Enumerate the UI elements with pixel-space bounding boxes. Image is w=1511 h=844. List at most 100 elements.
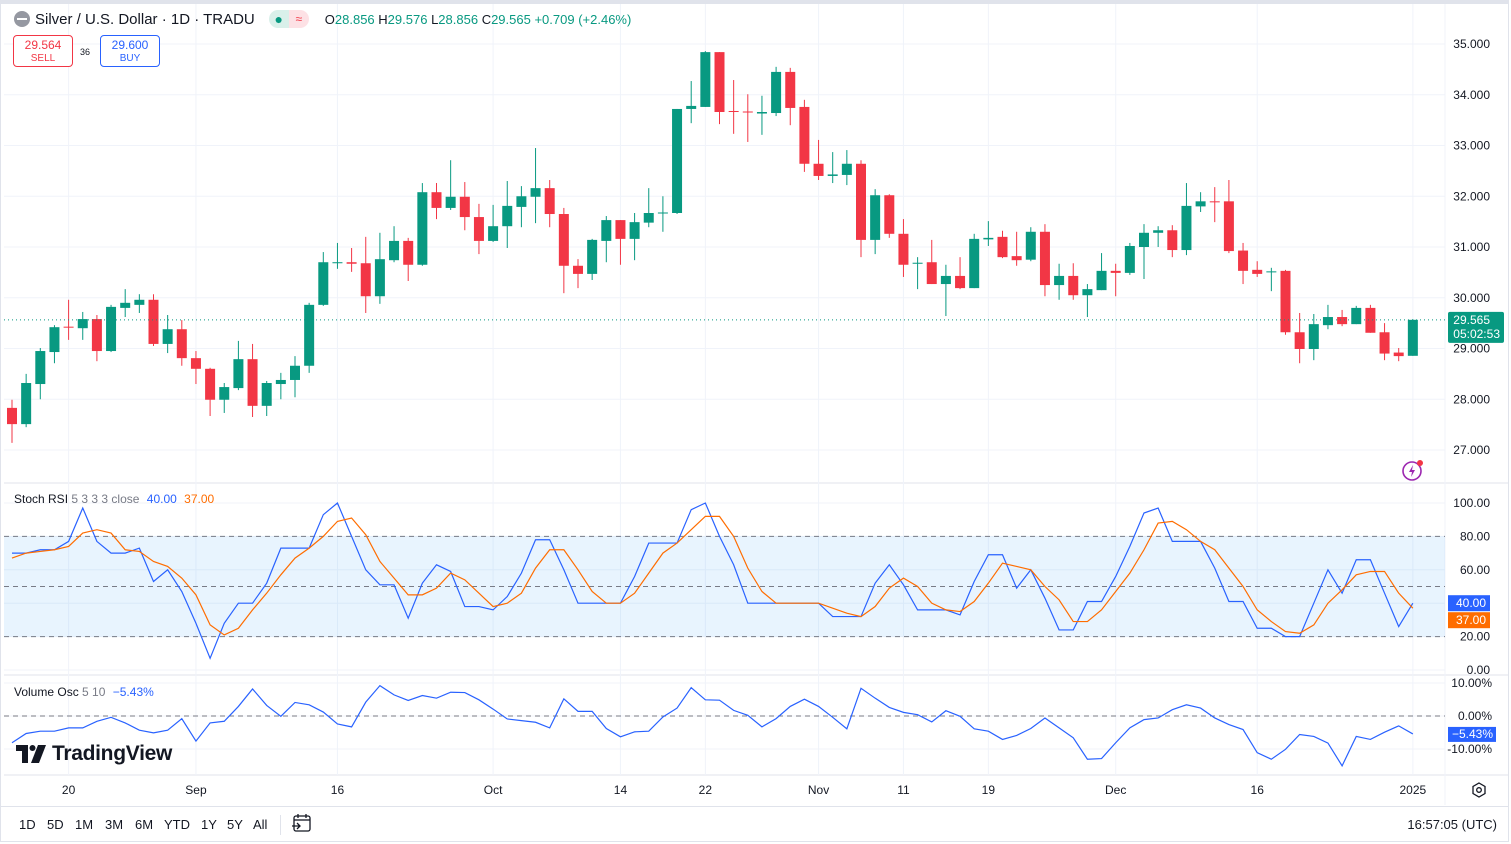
candle <box>544 180 555 228</box>
candle-body <box>91 319 102 352</box>
candle <box>162 315 173 354</box>
vol-axis-label: 0.00% <box>1458 709 1492 723</box>
candle-body <box>1280 270 1291 333</box>
candle <box>1266 267 1277 292</box>
symbol-title[interactable]: Silver / U.S. Dollar · 1D · TRADU <box>35 10 255 28</box>
candle <box>1365 304 1376 333</box>
candle-body <box>997 236 1008 258</box>
candle-body <box>1308 324 1319 350</box>
market-status[interactable]: ● ≈ <box>268 10 309 28</box>
buy-button[interactable]: 29.600 BUY <box>100 35 160 67</box>
high-value: 29.576 <box>387 11 428 27</box>
candle-body <box>841 163 852 175</box>
candle-body <box>700 52 711 107</box>
candle <box>969 233 980 289</box>
range-6m[interactable]: 6M <box>135 817 154 832</box>
range-5d[interactable]: 5D <box>47 817 64 832</box>
candle <box>290 356 300 398</box>
candle-body <box>1322 317 1333 326</box>
candle-body <box>148 299 159 344</box>
time-axis-label: 11 <box>897 783 910 797</box>
candle <box>686 81 697 124</box>
candle-body <box>1025 231 1036 260</box>
utc-clock[interactable]: 16:57:05 (UTC) <box>1407 817 1497 832</box>
last-price-badge <box>1448 311 1504 343</box>
tradingview-logo[interactable]: TradingView <box>16 742 172 766</box>
candle <box>1351 305 1362 325</box>
candle <box>1379 323 1390 361</box>
candle-body <box>431 192 442 208</box>
sell-button[interactable]: 29.564 SELL <box>13 35 73 67</box>
tradingview-logo-icon <box>16 745 46 763</box>
candle-body <box>205 368 216 400</box>
market-open-dot-icon: ● <box>268 10 289 28</box>
stoch-d-badge <box>1448 612 1490 629</box>
tradingview-logo-text: TradingView <box>52 742 173 765</box>
candle-body <box>870 195 881 240</box>
vol-axis-label: -10.00% <box>1447 742 1492 756</box>
time-axis-label: Sep <box>185 783 207 797</box>
time-axis-label: 19 <box>982 783 996 797</box>
go-to-date-calendar-icon[interactable] <box>291 813 313 833</box>
candle-body <box>1337 317 1348 325</box>
close-label: C <box>481 11 492 27</box>
lightning-alert-icon[interactable] <box>1401 458 1425 482</box>
candle <box>1124 242 1135 275</box>
price-axis-label: 30.000 <box>1453 291 1490 305</box>
candle <box>417 183 428 266</box>
candle <box>219 383 230 413</box>
candle-body <box>1365 307 1376 333</box>
candle-body <box>530 188 541 197</box>
candle <box>233 340 244 391</box>
time-axis-label: 16 <box>1251 783 1265 797</box>
candle <box>35 347 46 400</box>
sell-label: SELL <box>30 53 56 64</box>
silver-symbol-icon <box>14 11 30 27</box>
range-5y[interactable]: 5Y <box>227 817 243 832</box>
candle-body <box>756 112 767 114</box>
toolbar-divider <box>280 815 281 835</box>
candle <box>799 99 810 172</box>
stoch-rsi-legend[interactable]: Stoch RSI 5 3 3 3 close 40.00 37.00 <box>14 492 214 506</box>
range-1y[interactable]: 1Y <box>201 817 217 832</box>
stoch-axis-label: 20.00 <box>1460 630 1490 644</box>
candle <box>346 248 357 272</box>
stoch-axis-label: 60.00 <box>1460 563 1490 577</box>
range-all[interactable]: All <box>253 817 268 832</box>
candle <box>1011 231 1022 266</box>
stoch-name: Stoch RSI <box>14 492 69 506</box>
candle-body <box>389 240 400 261</box>
candle-body <box>1054 275 1065 286</box>
candle-body <box>346 262 357 264</box>
low-value: 28.856 <box>438 11 479 27</box>
range-3m[interactable]: 3M <box>105 817 124 832</box>
vol-osc-badge <box>1448 726 1496 742</box>
candle-body <box>1124 245 1135 273</box>
candle-body <box>332 262 343 264</box>
candle-body <box>459 196 470 218</box>
candle <box>1252 261 1263 277</box>
ohlc-values: O28.856 H29.576 L28.856 C29.565 +0.709 (… <box>325 12 632 27</box>
candle <box>7 399 17 443</box>
candle <box>1308 313 1319 361</box>
chart-settings-gear-icon[interactable] <box>1470 781 1488 799</box>
volume-osc-legend[interactable]: Volume Osc 5 10 −5.43% <box>14 685 154 699</box>
candle <box>1139 224 1149 279</box>
candle <box>1223 180 1234 254</box>
candle <box>884 194 895 238</box>
candle-body <box>1407 319 1418 356</box>
last-price-text: 29.565 <box>1453 313 1490 327</box>
range-1d[interactable]: 1D <box>19 817 36 832</box>
candle-body <box>926 262 937 285</box>
candle-body <box>1068 275 1079 296</box>
candle-body <box>275 379 286 385</box>
candle-body <box>290 365 300 380</box>
candle <box>1294 312 1305 364</box>
range-ytd[interactable]: YTD <box>164 817 190 832</box>
candle <box>374 232 385 304</box>
candle <box>1110 263 1121 297</box>
candle-body <box>374 259 385 297</box>
candle-body <box>488 226 499 241</box>
range-1m[interactable]: 1M <box>75 817 94 832</box>
